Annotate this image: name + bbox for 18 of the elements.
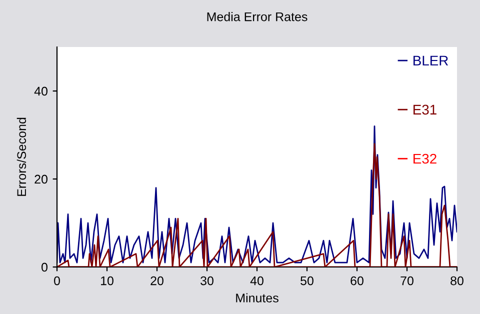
legend-label: E32 — [414, 154, 436, 164]
x-tick-label: 70 — [400, 276, 414, 286]
x-tick-label: 80 — [450, 276, 464, 286]
x-tick-label: 0 — [54, 276, 60, 286]
y-tick-label: 20 — [34, 174, 48, 184]
legend-label: BLER — [414, 56, 448, 66]
x-tick-label: 40 — [250, 276, 264, 286]
x-axis-title: Minutes — [236, 293, 278, 302]
x-tick-label: 10 — [101, 276, 114, 286]
x-tick-label: 60 — [350, 276, 364, 286]
chart-title: Media Error Rates — [207, 12, 308, 22]
y-tick-label: 0 — [42, 262, 48, 272]
x-tick-label: 50 — [300, 276, 314, 286]
y-axis-title: Errors/Second — [16, 118, 26, 196]
x-tick-label: 30 — [200, 276, 214, 286]
legend-label: E31 — [414, 104, 436, 115]
y-tick-label: 40 — [34, 86, 48, 96]
x-tick-label: 20 — [150, 276, 164, 286]
